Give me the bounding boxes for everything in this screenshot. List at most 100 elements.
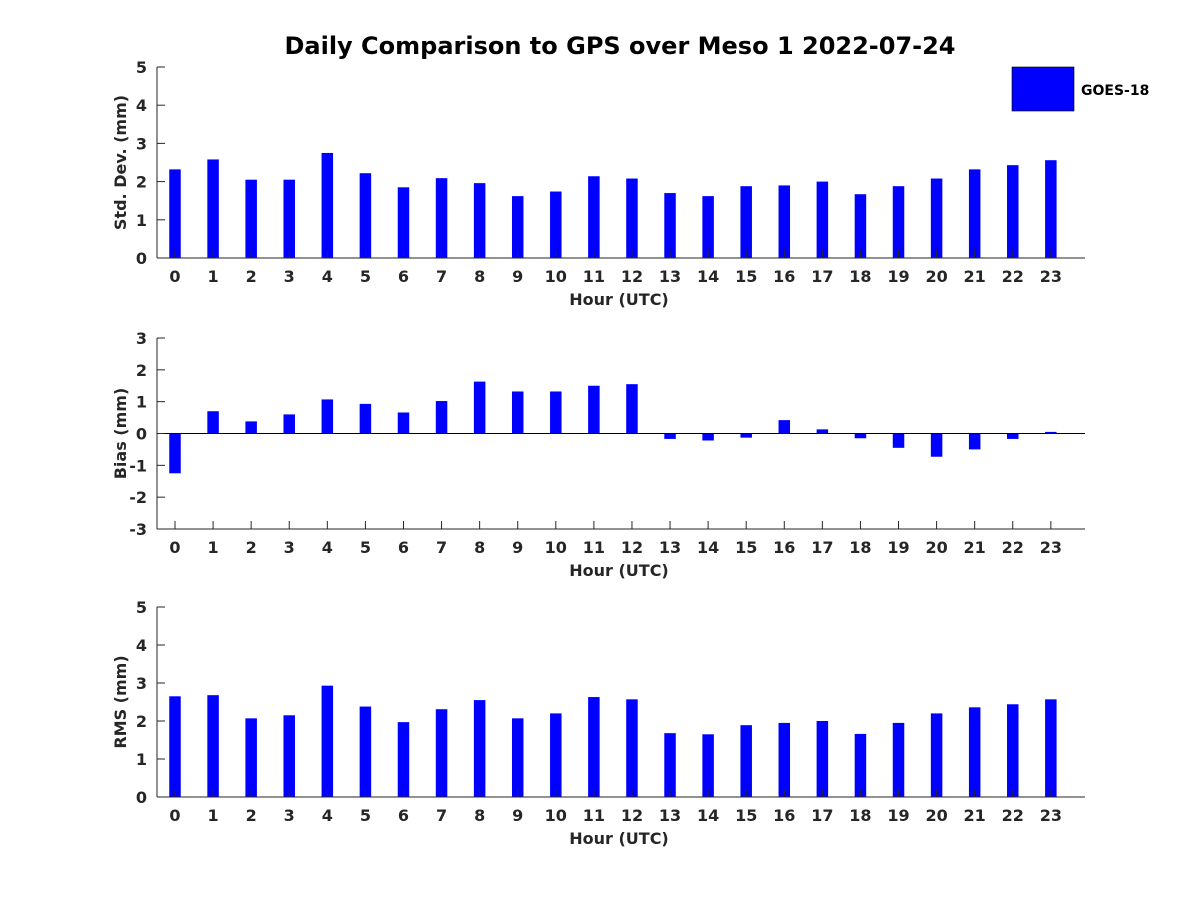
- rms-x-tick-label: 1: [208, 806, 219, 825]
- rms-x-tick-label: 20: [925, 806, 947, 825]
- rms-y-tick-label: 4: [136, 636, 147, 655]
- bias-bar-18: [854, 433, 867, 439]
- bias-bar-19: [892, 433, 905, 448]
- rms-x-tick-label: 4: [322, 806, 333, 825]
- std-dev-y-tick-label: 0: [136, 249, 147, 268]
- rms-x-tick-label: 5: [360, 806, 371, 825]
- std-dev-bar-5: [359, 173, 372, 258]
- bias-x-tick-label: 15: [735, 538, 757, 557]
- std-dev-y-tick-label: 4: [136, 96, 147, 115]
- bias-bar-2: [245, 421, 257, 434]
- rms-bar-18: [854, 733, 867, 797]
- bias-x-tick-label: 22: [1002, 538, 1024, 557]
- bias-x-tick-label: 5: [360, 538, 371, 557]
- bias-bar-7: [435, 401, 448, 434]
- std-dev-x-tick-label: 16: [773, 267, 795, 286]
- rms-bar-9: [511, 718, 524, 797]
- std-dev-bar-7: [435, 178, 448, 258]
- bias-x-tick-label: 7: [436, 538, 447, 557]
- std-dev-bar-22: [1007, 165, 1019, 258]
- rms-bar-7: [435, 709, 448, 797]
- bias-x-tick-label: 11: [583, 538, 605, 557]
- std-dev-bar-9: [511, 196, 524, 258]
- rms-x-tick-label: 8: [474, 806, 485, 825]
- rms-x-tick-label: 18: [849, 806, 871, 825]
- rms-x-tick-label: 0: [169, 806, 180, 825]
- rms-x-tick-label: 17: [811, 806, 833, 825]
- std-dev-bar-13: [664, 193, 676, 258]
- std-dev-x-tick-label: 5: [360, 267, 371, 286]
- legend-swatch: [1011, 66, 1075, 112]
- bias-y-tick-label: -2: [129, 488, 147, 507]
- rms-x-tick-label: 2: [246, 806, 257, 825]
- std-dev-bar-17: [816, 181, 829, 258]
- rms-x-tick-label: 14: [697, 806, 719, 825]
- std-dev-x-tick-label: 8: [474, 267, 485, 286]
- bias-x-tick-label: 8: [474, 538, 485, 557]
- bias-bar-22: [1007, 433, 1019, 439]
- bias-x-tick-label: 4: [322, 538, 333, 557]
- rms-bar-19: [892, 722, 905, 797]
- rms-x-tick-label: 9: [512, 806, 523, 825]
- std-dev-y-tick-label: 5: [136, 58, 147, 77]
- bias-bar-11: [588, 385, 600, 434]
- std-dev-bar-14: [702, 196, 714, 258]
- bias-x-axis-label: Hour (UTC): [569, 561, 669, 580]
- rms-x-tick-label: 11: [583, 806, 605, 825]
- std-dev-x-tick-label: 12: [621, 267, 643, 286]
- std-dev-x-tick-label: 19: [887, 267, 909, 286]
- bias-x-tick-label: 14: [697, 538, 719, 557]
- bias-y-axis-label: Bias (mm): [111, 388, 130, 480]
- bias-bar-1: [207, 411, 219, 434]
- rms-x-tick-label: 16: [773, 806, 795, 825]
- rms-x-tick-label: 22: [1002, 806, 1024, 825]
- rms-bar-23: [1045, 699, 1057, 797]
- std-dev-x-tick-label: 9: [512, 267, 523, 286]
- std-dev-bar-23: [1045, 160, 1057, 258]
- bias-bar-5: [359, 403, 372, 434]
- std-dev-x-tick-label: 13: [659, 267, 681, 286]
- std-dev-x-tick-label: 7: [436, 267, 447, 286]
- rms-y-tick-label: 2: [136, 712, 147, 731]
- std-dev-x-tick-label: 6: [398, 267, 409, 286]
- bias-bar-6: [397, 412, 410, 434]
- rms-x-tick-label: 19: [887, 806, 909, 825]
- std-dev-bar-6: [397, 187, 410, 258]
- std-dev-y-tick-label: 2: [136, 173, 147, 192]
- std-dev-bar-15: [740, 186, 752, 258]
- legend: GOES-18: [1011, 66, 1149, 112]
- bias-bar-3: [283, 414, 295, 434]
- rms-bar-10: [550, 713, 562, 797]
- rms-bar-5: [359, 706, 372, 797]
- rms-bar-17: [816, 721, 829, 797]
- bias-bar-4: [321, 399, 334, 434]
- std-dev-bar-18: [854, 194, 867, 258]
- bias-x-tick-label: 12: [621, 538, 643, 557]
- std-dev-bar-11: [588, 176, 600, 258]
- std-dev-bar-12: [626, 178, 638, 258]
- std-dev-bar-0: [169, 169, 181, 258]
- rms-bar-4: [321, 685, 334, 797]
- bias-bar-23: [1045, 431, 1057, 434]
- bias-y-tick-label: 1: [136, 393, 147, 412]
- std-dev-x-tick-label: 10: [545, 267, 567, 286]
- rms-y-tick-label: 1: [136, 750, 147, 769]
- rms-x-tick-label: 15: [735, 806, 757, 825]
- bias-x-tick-label: 13: [659, 538, 681, 557]
- std-dev-x-tick-label: 17: [811, 267, 833, 286]
- legend-label: GOES-18: [1081, 83, 1149, 99]
- rms-bar-0: [169, 696, 181, 797]
- rms-y-tick-label: 5: [136, 598, 147, 617]
- std-dev-bar-8: [473, 183, 486, 258]
- rms-bar-3: [283, 715, 295, 797]
- rms-bar-20: [930, 713, 943, 797]
- std-dev-bar-20: [930, 178, 943, 258]
- std-dev-x-tick-label: 11: [583, 267, 605, 286]
- bias-bar-17: [816, 429, 829, 434]
- bias-bar-21: [968, 433, 981, 450]
- rms-bar-15: [740, 725, 752, 797]
- bias-x-tick-label: 6: [398, 538, 409, 557]
- std-dev-y-axis-label: Std. Dev. (mm): [111, 95, 130, 230]
